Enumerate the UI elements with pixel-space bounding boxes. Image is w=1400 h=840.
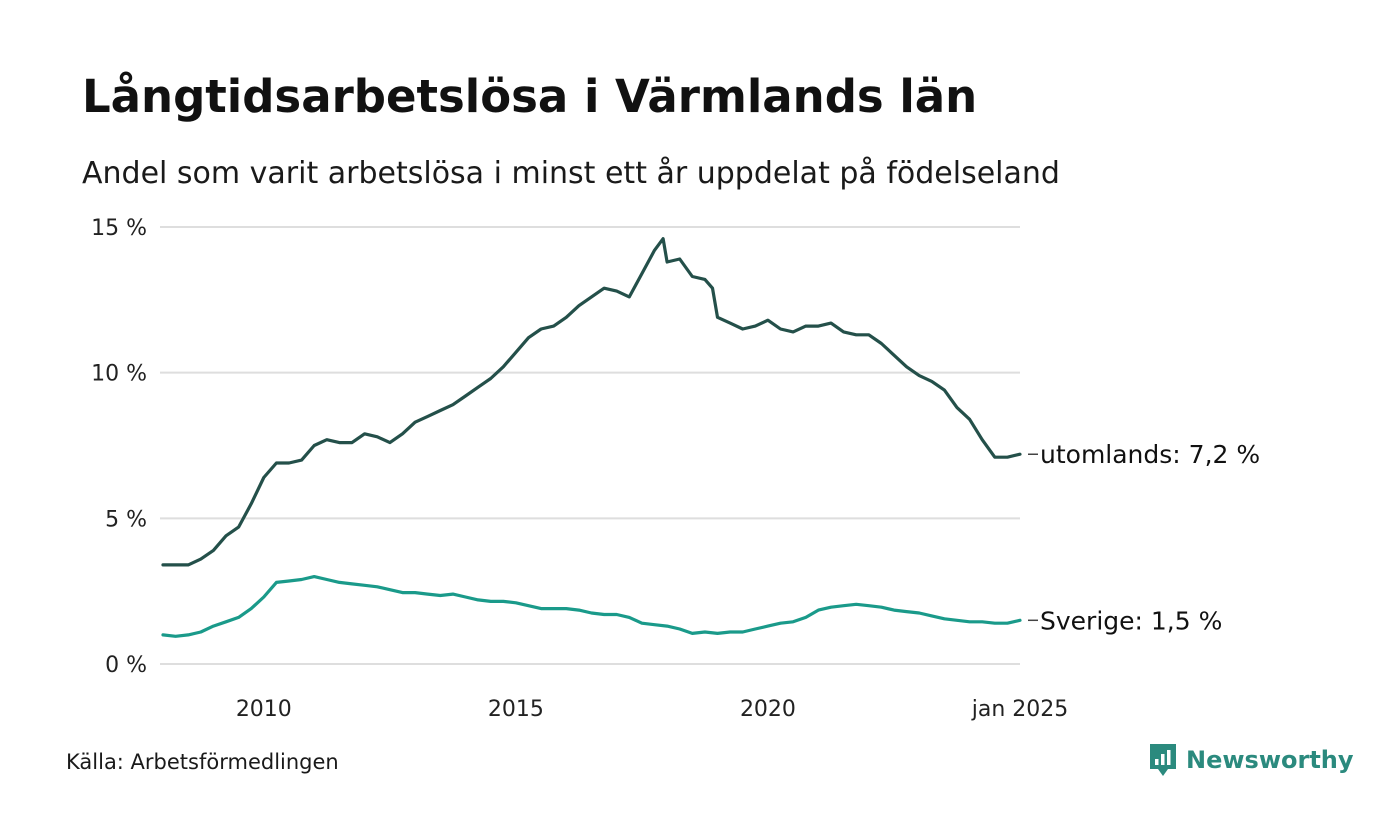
y-tick-label: 15 % — [91, 216, 147, 241]
y-tick-label: 10 % — [91, 362, 147, 387]
brand-logo: Newsworthy — [1148, 742, 1354, 778]
y-tick-label: 0 % — [105, 653, 147, 678]
end-label-sverige: Sverige: 1,5 % — [1040, 606, 1222, 635]
x-tick-label: 2020 — [740, 697, 796, 722]
newsworthy-logo-icon — [1150, 744, 1176, 776]
end-labels: utomlands: 7,2 % Sverige: 1,5 % — [1028, 440, 1260, 635]
chart-subtitle: Andel som varit arbetslösa i minst ett å… — [82, 156, 1060, 191]
x-axis-ticks: 2010 2015 2020 jan 2025 — [236, 697, 1068, 722]
series-line-sverige — [161, 575, 1022, 638]
chart-title: Långtidsarbetslösa i Värmlands län — [82, 70, 978, 123]
brand-name: Newsworthy — [1186, 746, 1354, 774]
x-tick-label: jan 2025 — [971, 697, 1069, 722]
y-axis-ticks: 0 % 5 % 10 % 15 % — [91, 216, 147, 678]
gridlines — [160, 226, 1020, 665]
series-lines — [161, 237, 1022, 638]
x-tick-label: 2010 — [236, 697, 292, 722]
end-label-utomlands: utomlands: 7,2 % — [1040, 440, 1260, 469]
series-line-utomlands — [161, 237, 1022, 567]
y-tick-label: 5 % — [105, 507, 147, 532]
x-tick-label: 2015 — [488, 697, 544, 722]
source-note: Källa: Arbetsförmedlingen — [66, 750, 339, 774]
